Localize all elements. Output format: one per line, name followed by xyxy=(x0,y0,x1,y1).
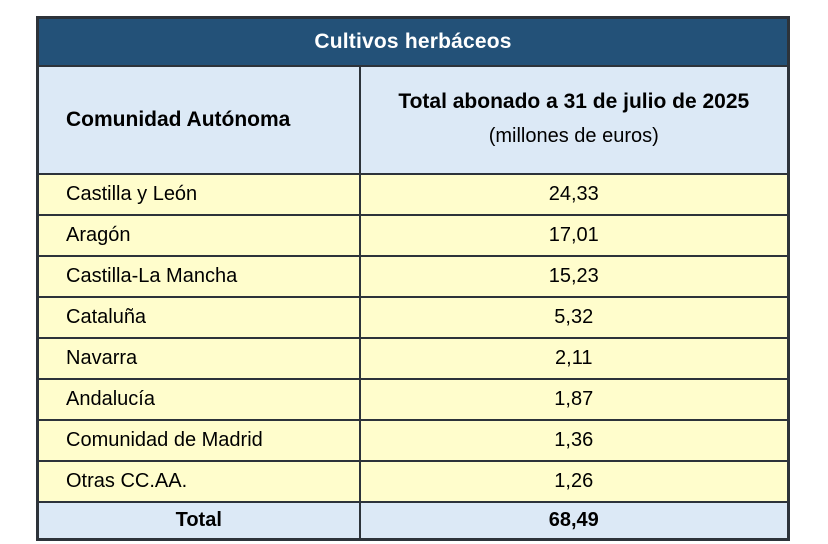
cultivos-table-container: Cultivos herbáceos Comunidad Autónoma To… xyxy=(36,16,791,541)
header-row: Comunidad Autónoma Total abonado a 31 de… xyxy=(36,65,790,175)
column-header-amount-title: Total abonado a 31 de julio de 2025 xyxy=(398,89,750,113)
table-row: Otras CC.AA. 1,26 xyxy=(36,460,790,503)
total-amount: 68,49 xyxy=(358,501,790,541)
region-cell: Otras CC.AA. xyxy=(36,460,361,503)
table-row: Aragón 17,01 xyxy=(36,214,790,257)
total-row: Total 68,49 xyxy=(36,501,790,541)
table-row: Castilla y León 24,33 xyxy=(36,173,790,216)
table-row: Navarra 2,11 xyxy=(36,337,790,380)
table-row: Cataluña 5,32 xyxy=(36,296,790,339)
amount-cell: 17,01 xyxy=(358,214,790,257)
total-label: Total xyxy=(36,501,361,541)
amount-cell: 15,23 xyxy=(358,255,790,298)
table-title: Cultivos herbáceos xyxy=(36,16,790,67)
amount-cell: 5,32 xyxy=(358,296,790,339)
amount-cell: 2,11 xyxy=(358,337,790,380)
column-header-amount-unit: (millones de euros) xyxy=(488,125,659,148)
amount-cell: 1,87 xyxy=(358,378,790,421)
amount-cell: 1,26 xyxy=(358,460,790,503)
region-cell: Cataluña xyxy=(36,296,361,339)
table-row: Andalucía 1,87 xyxy=(36,378,790,421)
table-row: Castilla-La Mancha 15,23 xyxy=(36,255,790,298)
region-cell: Andalucía xyxy=(36,378,361,421)
column-header-amount: Total abonado a 31 de julio de 2025 (mil… xyxy=(358,65,790,175)
region-cell: Castilla-La Mancha xyxy=(36,255,361,298)
table-row: Comunidad de Madrid 1,36 xyxy=(36,419,790,462)
region-cell: Comunidad de Madrid xyxy=(36,419,361,462)
amount-cell: 24,33 xyxy=(358,173,790,216)
region-cell: Castilla y León xyxy=(36,173,361,216)
amount-cell: 1,36 xyxy=(358,419,790,462)
region-cell: Aragón xyxy=(36,214,361,257)
title-row: Cultivos herbáceos xyxy=(36,16,790,67)
cultivos-herbaceos-table: Cultivos herbáceos Comunidad Autónoma To… xyxy=(36,16,791,541)
region-cell: Navarra xyxy=(36,337,361,380)
column-header-region: Comunidad Autónoma xyxy=(36,65,361,175)
